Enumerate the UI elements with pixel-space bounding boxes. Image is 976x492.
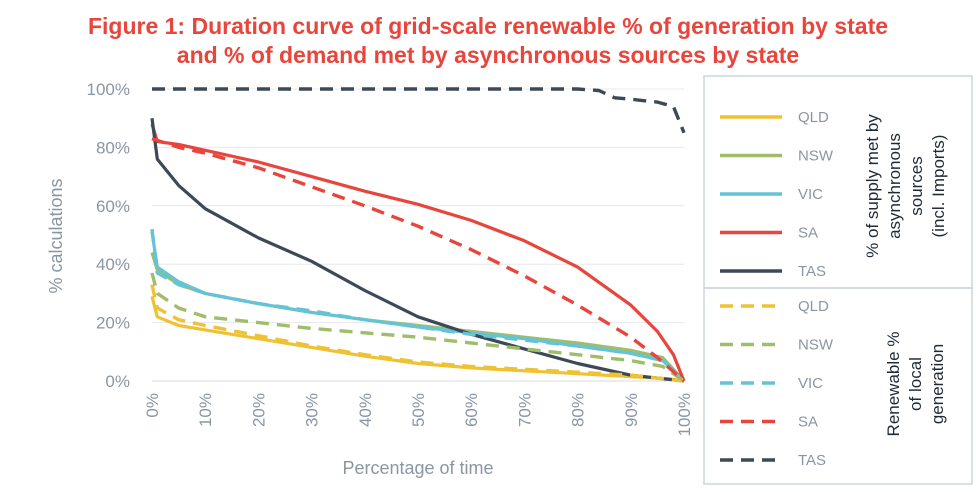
y-tick-label: 100%	[87, 80, 130, 99]
legend-group-label-asynchronous: % of supply met by asynchronous sources (in…	[863, 114, 948, 258]
grid-lines	[152, 88, 684, 382]
x-axis-label: Percentage of time	[342, 458, 493, 478]
legend-label-vic-renewable: VIC	[798, 375, 823, 392]
y-axis-label: % calculations	[46, 178, 66, 293]
legend-group-label-renewable: Renewable % of local generation	[884, 332, 947, 437]
series-line-vic-asynchronous	[150, 231, 686, 383]
series-line-sa-renewable	[151, 136, 686, 383]
legend-box-renewable	[703, 287, 973, 485]
y-tick-label: 0%	[105, 372, 130, 391]
y-axis-ticks: 0% 20% 40% 60% 80% 100%	[87, 80, 130, 391]
x-tick-label: 20%	[249, 393, 268, 427]
y-tick-label: 60%	[96, 197, 130, 216]
series-line-vic-renewable	[150, 228, 686, 383]
series-line-tas-asynchronous	[150, 117, 685, 383]
y-tick-label: 80%	[96, 138, 130, 157]
legend-label-qld-asynchronous: QLD	[798, 109, 829, 126]
x-tick-label: 90%	[622, 393, 641, 427]
y-tick-label: 40%	[96, 255, 130, 274]
series-line-qld-renewable	[150, 284, 685, 383]
x-tick-label: 50%	[409, 393, 428, 427]
legend: QLD NSW VIC SA TAS QLD NSW VIC SA TAS % of supply…	[703, 75, 973, 485]
y-tick-label: 20%	[96, 314, 130, 333]
chart-title-line-2: and % of demand met by asynchronous sour…	[176, 42, 800, 68]
series-line-tas-renewable	[152, 87, 686, 134]
x-tick-label: 40%	[356, 393, 375, 427]
legend-label-sa-asynchronous: SA	[798, 225, 818, 242]
x-tick-label: 80%	[569, 393, 588, 427]
series-lines	[150, 87, 686, 383]
legend-label-vic-asynchronous: VIC	[798, 186, 823, 203]
x-tick-label: 60%	[462, 393, 481, 427]
series-line-nsw-renewable	[150, 272, 685, 383]
legend-label-nsw-renewable: NSW	[798, 337, 834, 354]
chart-title-line-1: Figure 1: Duration curve of grid-scale r…	[87, 13, 889, 39]
legend-label-tas-asynchronous: TAS	[798, 263, 826, 280]
x-tick-label: 100%	[675, 393, 694, 436]
legend-label-tas-renewable: TAS	[798, 452, 826, 469]
x-tick-label: 30%	[303, 393, 322, 427]
x-tick-label: 0%	[143, 393, 162, 418]
x-axis-ticks: 0% 10% 20% 30% 40% 50% 60% 70% 80% 90% 100%	[143, 393, 694, 436]
legend-label-nsw-asynchronous: NSW	[798, 148, 834, 165]
x-tick-label: 10%	[196, 393, 215, 427]
legend-label-sa-renewable: SA	[798, 414, 818, 431]
series-line-sa-asynchronous	[150, 123, 686, 382]
x-tick-label: 70%	[515, 393, 534, 427]
legend-label-qld-renewable: QLD	[798, 298, 829, 315]
